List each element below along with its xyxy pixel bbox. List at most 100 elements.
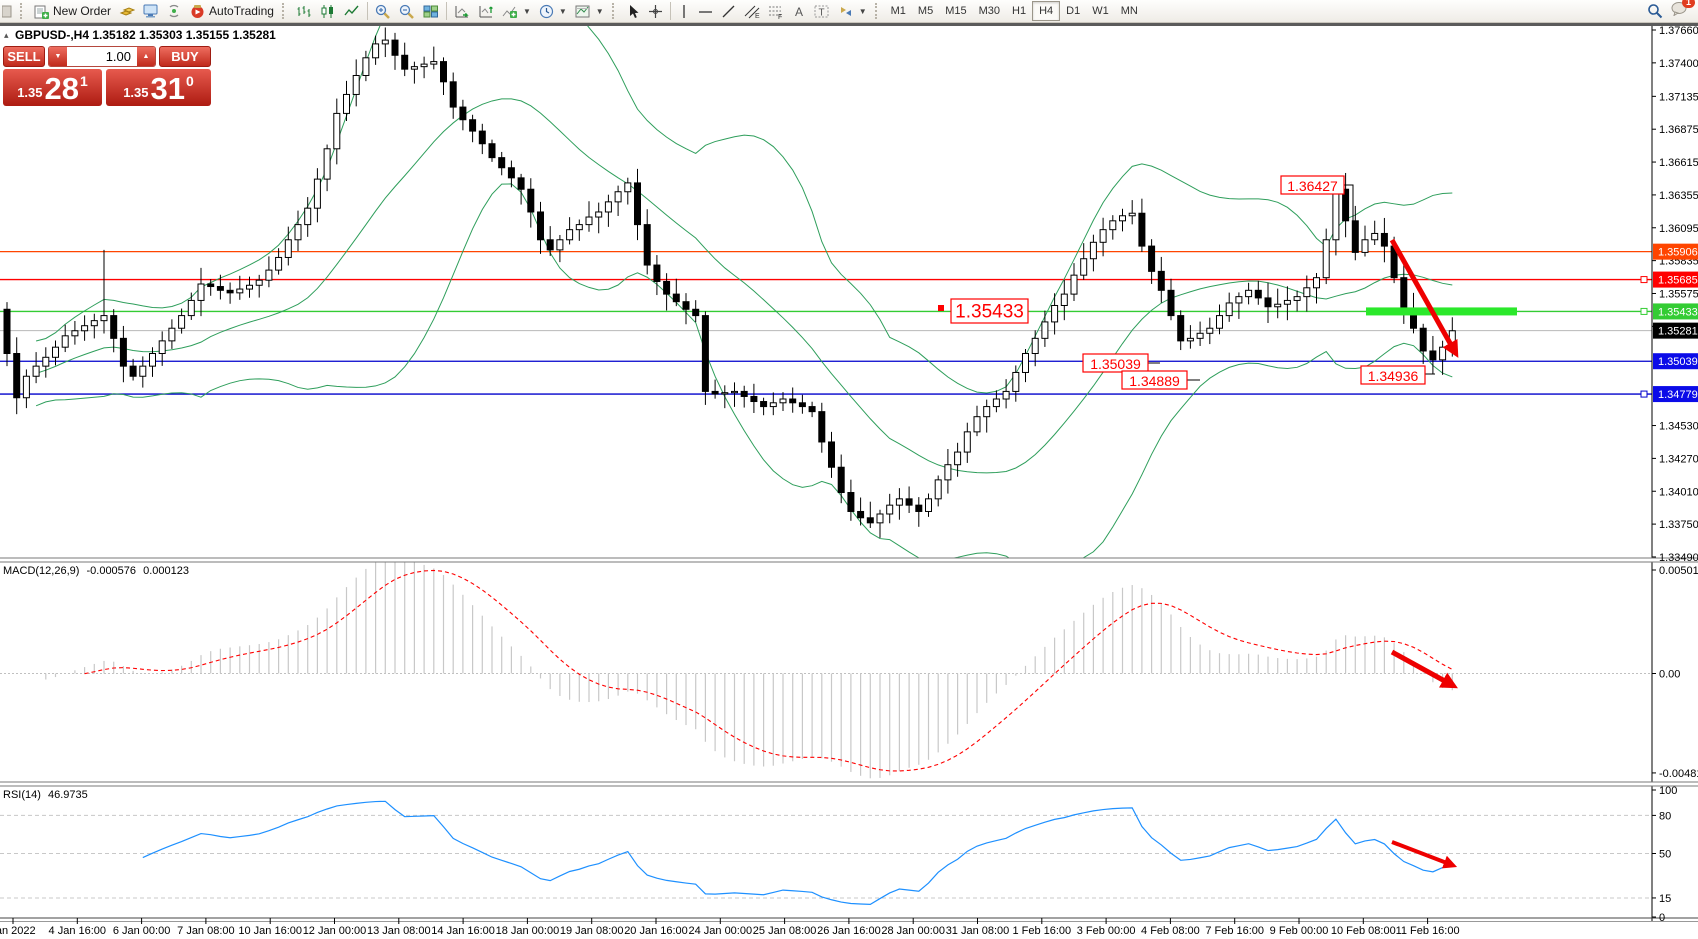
- text-label-button[interactable]: T: [810, 1, 834, 21]
- candle-body: [740, 390, 748, 397]
- candle-body: [352, 74, 360, 95]
- price-tick-label: 1.37660: [1659, 25, 1698, 37]
- indicators-button[interactable]: ▼: [498, 1, 535, 21]
- price-annotation-box: [1082, 353, 1149, 373]
- candle-body: [963, 431, 971, 453]
- candle-body: [410, 66, 418, 70]
- candle-body: [663, 280, 671, 295]
- templates-button[interactable]: ▼: [571, 1, 608, 21]
- equidistant-channel-button[interactable]: E: [740, 1, 764, 21]
- terminal-button[interactable]: [139, 1, 163, 21]
- time-tick-label: 28 Jan 00:00: [881, 925, 945, 937]
- line-chart-button[interactable]: [340, 1, 364, 21]
- timeframe-button-mn[interactable]: MN: [1120, 5, 1138, 17]
- time-tick-label: Jan 2022: [0, 925, 36, 937]
- candle-body: [440, 61, 447, 83]
- candle-body: [556, 239, 564, 251]
- trendline-icon: [722, 5, 735, 17]
- candle-body: [42, 356, 50, 367]
- crosshair-button[interactable]: [644, 1, 667, 21]
- candle-body: [1216, 315, 1223, 329]
- time-tick-label: 4 Jan 16:00: [49, 925, 107, 937]
- timeframe-toolbar: M1 M5 M15 M30 H1 H4 D1 W1 MN: [885, 1, 1144, 21]
- candle-body: [381, 39, 389, 45]
- periods-button[interactable]: ▼: [535, 1, 571, 21]
- candle-body: [420, 63, 428, 68]
- buy-button[interactable]: BUY: [159, 46, 211, 67]
- history-center-button[interactable]: [115, 1, 139, 21]
- auto-scroll-button[interactable]: [450, 1, 474, 21]
- toolbar-icon-partial[interactable]: [0, 1, 16, 21]
- timeframe-button-m15[interactable]: M15: [945, 5, 967, 17]
- chart-symbol-info: GBPUSD-,H4 1.35182 1.35303 1.35155 1.352…: [15, 28, 276, 42]
- candle-body: [595, 211, 603, 218]
- candlestick-chart-button[interactable]: [316, 1, 340, 21]
- candle-body: [614, 191, 622, 203]
- candle-body: [61, 335, 69, 348]
- chart-shift-button[interactable]: [474, 1, 498, 21]
- volume-input[interactable]: [67, 47, 137, 66]
- line-handle: [1640, 390, 1648, 398]
- autotrading-button[interactable]: AutoTrading: [186, 1, 278, 21]
- volume-increase-button[interactable]: ▲: [137, 47, 155, 66]
- collapse-marker-icon[interactable]: ▴: [4, 30, 9, 40]
- fibonacci-button[interactable]: F: [764, 1, 788, 21]
- candle-body: [1070, 274, 1078, 295]
- timeframe-button-m5[interactable]: M5: [917, 5, 934, 17]
- search-icon[interactable]: [1647, 3, 1663, 19]
- trendline-button[interactable]: [717, 1, 740, 21]
- candle-body: [818, 411, 826, 443]
- time-tick-label: 3 Feb 00:00: [1077, 925, 1136, 937]
- zoom-in-button[interactable]: [371, 1, 395, 21]
- timeframe-button-h1[interactable]: H1: [1012, 5, 1027, 17]
- candle-body: [1313, 277, 1320, 289]
- vertical-line-button[interactable]: [674, 1, 694, 21]
- candle-body: [1041, 321, 1049, 339]
- volume-decrease-button[interactable]: ▼: [49, 47, 67, 66]
- horizontal-line-button[interactable]: [694, 1, 717, 21]
- new-order-button[interactable]: New Order: [30, 1, 115, 21]
- text-button[interactable]: A: [788, 1, 810, 21]
- ask-price-display[interactable]: 1.35 31 0: [106, 69, 211, 106]
- timeframe-button-w1[interactable]: W1: [1092, 5, 1109, 17]
- rsi-value: 46.9735: [47, 789, 88, 801]
- ask-prefix: 1.35: [123, 85, 149, 100]
- clock-icon: [539, 4, 553, 18]
- bollinger-band-line: [35, 98, 1453, 474]
- toolbar-grip: [611, 3, 619, 19]
- candle-body: [779, 398, 787, 404]
- timeframe-button-d1[interactable]: D1: [1066, 5, 1081, 17]
- candle-body: [1283, 299, 1291, 305]
- tile-windows-button[interactable]: [419, 1, 443, 21]
- arrows-button[interactable]: ▼: [834, 1, 871, 21]
- candle-body: [216, 286, 224, 291]
- candle-body: [769, 402, 777, 408]
- time-tick-label: 14 Jan 16:00: [431, 925, 495, 937]
- candle-body: [333, 112, 341, 150]
- signals-button[interactable]: [163, 1, 186, 21]
- line-handle: [1640, 276, 1648, 284]
- equidistant-channel-icon: E: [744, 5, 760, 19]
- pane-splitter: [0, 558, 1698, 562]
- rsi-indicator-label: RSI(14) 46.9735: [3, 789, 92, 801]
- bid-price-display[interactable]: 1.35 28 1: [3, 69, 102, 106]
- price-level-label: 1.35685: [1658, 275, 1698, 287]
- candle-body: [478, 130, 486, 145]
- candle-body: [1138, 212, 1146, 247]
- community-chat-button[interactable]: 1: [1671, 0, 1695, 21]
- cursor-button[interactable]: [622, 1, 644, 21]
- chat-badge: 1: [1681, 0, 1695, 8]
- bar-chart-button[interactable]: [292, 1, 316, 21]
- candle-body: [585, 216, 593, 226]
- timeframe-button-h4[interactable]: H4: [1032, 1, 1061, 21]
- svg-text:F: F: [778, 14, 782, 19]
- toolbar-separator: [366, 2, 368, 20]
- price-tick-label: 1.34010: [1659, 486, 1698, 498]
- line-handle: [1640, 307, 1648, 315]
- timeframe-button-m1[interactable]: M1: [890, 5, 906, 17]
- rsi-pane: [0, 800, 1652, 905]
- zoom-out-button[interactable]: [395, 1, 419, 21]
- timeframe-button-m30[interactable]: M30: [978, 5, 1001, 17]
- sell-button[interactable]: SELL: [3, 46, 45, 67]
